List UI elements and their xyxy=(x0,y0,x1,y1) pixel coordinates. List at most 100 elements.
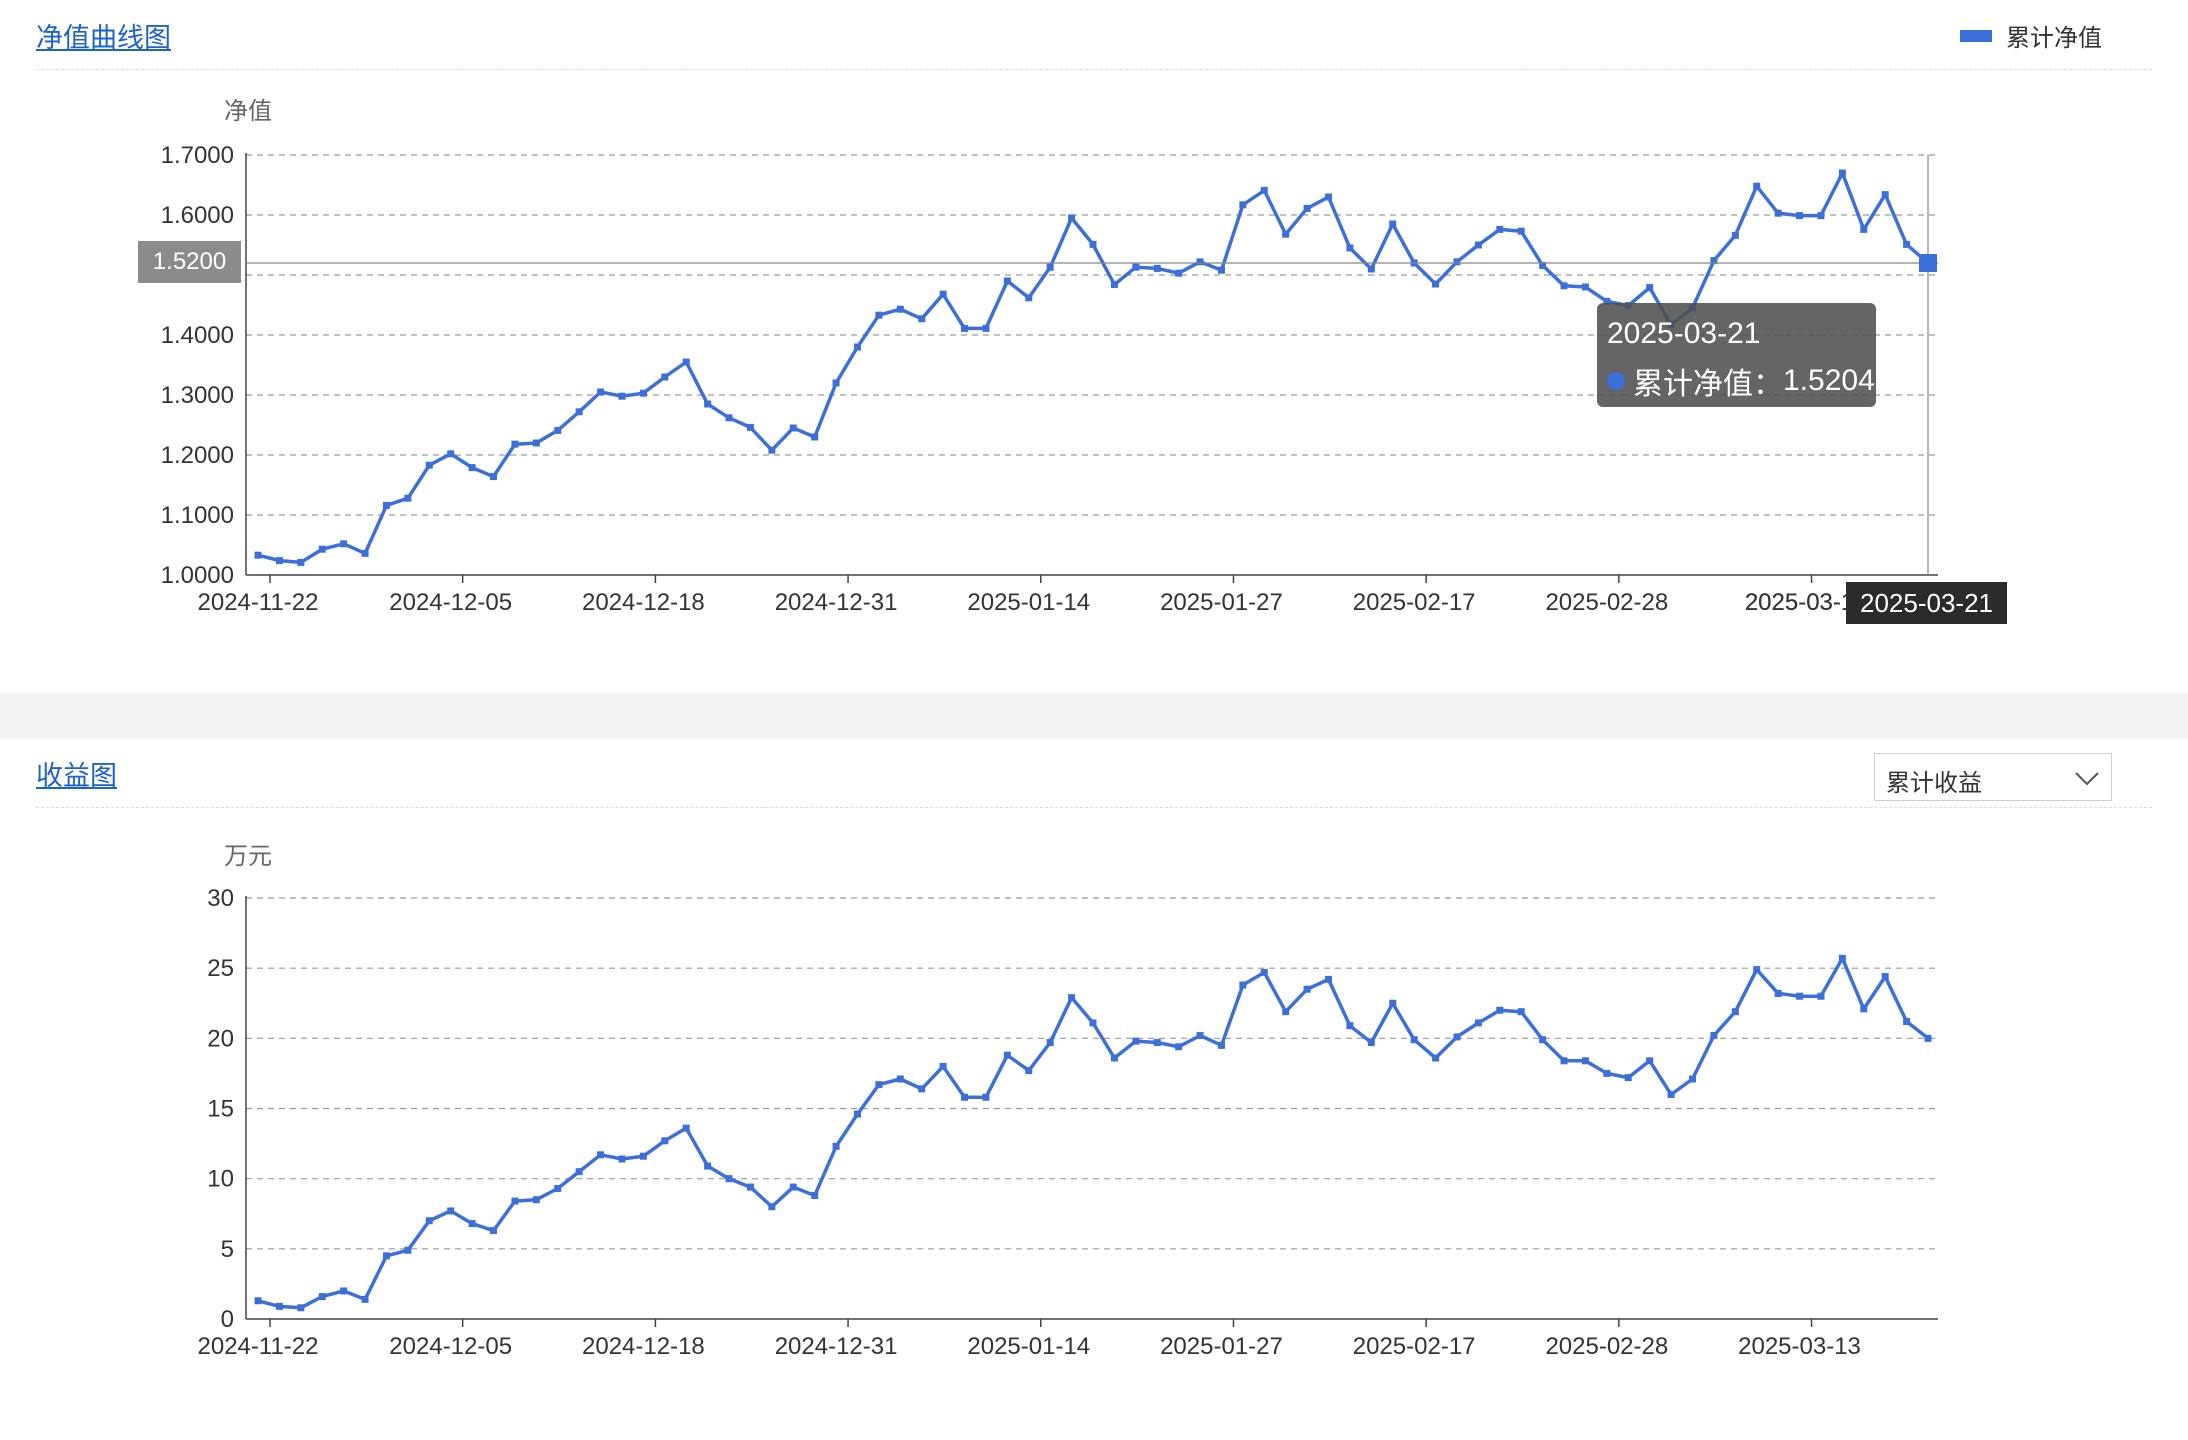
data-point xyxy=(1432,1054,1440,1062)
profit-panel-header: 收益图 累计收益 xyxy=(36,738,2152,808)
data-point xyxy=(511,440,519,448)
data-point xyxy=(961,324,969,332)
select-value: 累计收益 xyxy=(1886,770,1982,797)
data-point xyxy=(1196,1032,1204,1040)
x-tick-label: 2024-12-18 xyxy=(582,589,705,616)
y-tick-label: 1.6000 xyxy=(161,202,234,229)
x-tick-label: 2024-12-05 xyxy=(389,589,512,616)
data-point xyxy=(1260,968,1268,976)
data-point xyxy=(1025,1067,1033,1075)
y-tick-label: 1.2000 xyxy=(161,442,234,469)
data-point xyxy=(1453,1033,1461,1041)
x-tick-label: 2024-12-31 xyxy=(775,589,898,616)
y-axis-unit-label: 万元 xyxy=(224,843,272,870)
data-point xyxy=(425,461,433,469)
data-point xyxy=(1153,264,1161,272)
x-tick-label: 2025-02-17 xyxy=(1353,1333,1476,1360)
data-point xyxy=(1068,214,1076,222)
data-point xyxy=(1217,266,1225,274)
data-point xyxy=(832,379,840,387)
data-point xyxy=(1132,1037,1140,1045)
profit-chart-panel: 收益图 累计收益 万元 0 5 10 15 20 25 30 2024-11-22 2024-12… xyxy=(0,738,2188,1440)
data-point xyxy=(1453,258,1461,266)
data-point xyxy=(1603,1069,1611,1077)
data-point xyxy=(1474,1019,1482,1027)
data-point xyxy=(447,1207,455,1215)
axis-pointer-y-label: 1.5200 xyxy=(138,241,241,283)
data-point xyxy=(1175,1043,1183,1051)
data-point xyxy=(1239,201,1247,209)
data-point xyxy=(1710,1032,1718,1040)
data-point xyxy=(1581,1057,1589,1065)
nav-chart-panel: 净值曲线图 累计净值 净值 1.0000 1.1000 1.2000 1.3000 1.4… xyxy=(0,0,2188,693)
data-point xyxy=(1110,281,1118,289)
data-point xyxy=(1838,169,1846,177)
data-point xyxy=(1817,212,1825,220)
data-point xyxy=(1903,1017,1911,1025)
chevron-down-icon xyxy=(2073,764,2101,799)
data-point xyxy=(896,305,904,313)
data-point xyxy=(318,545,326,553)
data-point xyxy=(490,1227,498,1235)
data-point xyxy=(1046,1039,1054,1047)
nav-line-chart[interactable]: 净值1.00001.10001.20001.30001.40001.50001.… xyxy=(0,0,2188,693)
data-point xyxy=(1753,182,1761,190)
data-point xyxy=(1089,1019,1097,1027)
data-point xyxy=(1003,277,1011,285)
tooltip-value: 1.5204 xyxy=(1783,364,1875,397)
data-point xyxy=(918,315,926,323)
data-point xyxy=(1303,985,1311,993)
data-point xyxy=(1003,1051,1011,1059)
y-tick-label: 1.3000 xyxy=(161,382,234,409)
nav-chart-title-link[interactable]: 净值曲线图 xyxy=(36,23,171,53)
x-tick-label: 2025-02-28 xyxy=(1545,589,1668,616)
data-point xyxy=(1731,1008,1739,1016)
tooltip-row: 累计净值： 1.5204 xyxy=(1607,359,1875,403)
legend-item-cumulative-nav[interactable]: 累计净值 xyxy=(1960,18,2102,53)
data-point xyxy=(939,290,947,298)
y-tick-label: 30 xyxy=(207,885,234,912)
y-tick-label: 1.7000 xyxy=(161,142,234,169)
series-dot-icon xyxy=(1607,372,1625,390)
data-point xyxy=(682,1124,690,1132)
data-point xyxy=(575,408,583,416)
data-point xyxy=(1496,1006,1504,1014)
data-point xyxy=(832,1142,840,1150)
data-point xyxy=(511,1197,519,1205)
data-point xyxy=(639,1152,647,1160)
data-point xyxy=(597,1151,605,1159)
data-point xyxy=(554,426,562,434)
data-point xyxy=(1753,966,1761,974)
data-point xyxy=(682,358,690,366)
data-point xyxy=(297,558,305,566)
data-point xyxy=(789,424,797,432)
data-point xyxy=(597,388,605,396)
data-point xyxy=(404,494,412,502)
profit-type-select[interactable]: 累计收益 xyxy=(1874,753,2112,801)
data-point xyxy=(875,1081,883,1089)
profit-line-chart[interactable]: 万元 0 5 10 15 20 25 30 2024-11-22 2024-12-05 2024-1… xyxy=(0,738,2188,1440)
profit-chart-title-link[interactable]: 收益图 xyxy=(36,761,117,791)
data-point xyxy=(1924,1034,1932,1042)
data-point xyxy=(1046,263,1054,271)
x-tick-label: 2025-01-27 xyxy=(1160,589,1283,616)
data-point xyxy=(1860,1005,1868,1013)
data-point xyxy=(1068,994,1076,1002)
data-point xyxy=(554,1184,562,1192)
data-point xyxy=(1796,212,1804,220)
data-point xyxy=(532,439,540,447)
x-tick-label: 2025-02-28 xyxy=(1545,1333,1668,1360)
data-point xyxy=(1817,992,1825,1000)
y-axis-unit-label: 净值 xyxy=(224,98,272,125)
data-point xyxy=(1025,294,1033,302)
tooltip-series-label: 累计净值： xyxy=(1633,368,1783,401)
x-tick-label: 2025-03-1 xyxy=(1745,589,1854,616)
highlighted-data-point xyxy=(1919,254,1937,272)
data-point xyxy=(254,551,262,559)
data-point xyxy=(1389,999,1397,1007)
data-point xyxy=(1367,265,1375,273)
data-point xyxy=(1132,263,1140,271)
data-point xyxy=(361,1295,369,1303)
data-point xyxy=(425,1217,433,1225)
data-point xyxy=(639,389,647,397)
